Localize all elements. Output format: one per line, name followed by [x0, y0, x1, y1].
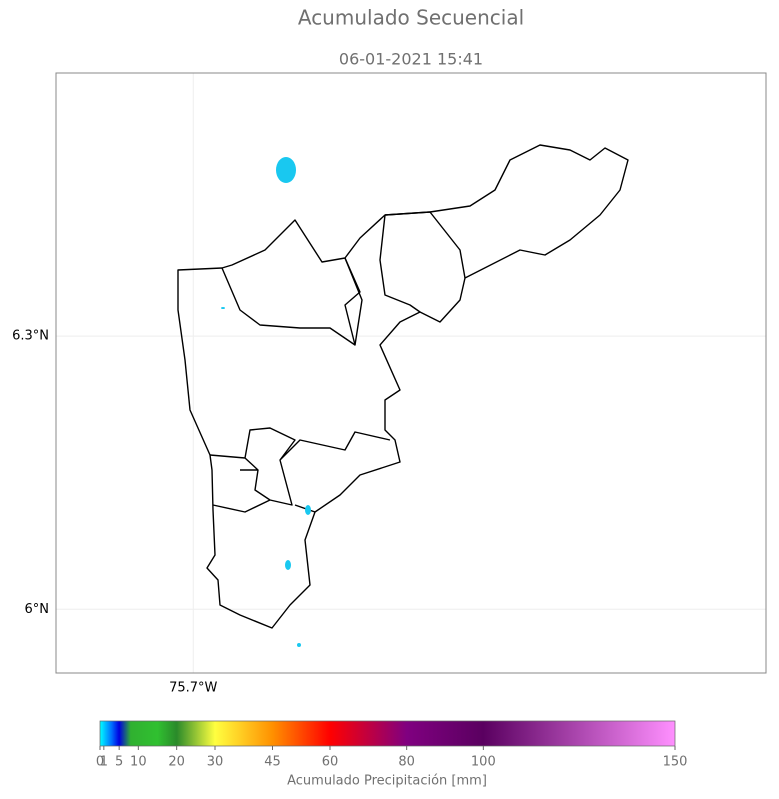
- boundary: [221, 257, 363, 346]
- colorbar-tick-label: 1: [100, 755, 108, 770]
- colorbar-tick-label: 100: [471, 755, 496, 770]
- rain-cell: [276, 157, 296, 183]
- colorbar-tick-label: 80: [398, 755, 415, 770]
- grid: [56, 73, 766, 673]
- lat-tick-label: 6°N: [25, 602, 50, 617]
- colorbar-tick-label: 0: [96, 755, 104, 770]
- rain-cell: [297, 643, 301, 647]
- colorbar-tick-label: 20: [168, 755, 185, 770]
- rain-cell: [305, 505, 311, 515]
- title: Acumulado Secuencial: [298, 6, 524, 30]
- colorbar-tick-label: 150: [663, 755, 688, 770]
- rain-cell: [221, 307, 225, 309]
- colorbar-label: Acumulado Precipitación [mm]: [287, 774, 487, 789]
- colorbar-tick-label: 5: [115, 755, 123, 770]
- rain-cell: [285, 560, 291, 570]
- boundary: [344, 211, 466, 346]
- precipitation: [221, 157, 311, 647]
- boundary: [209, 427, 391, 513]
- outer-boundary: [177, 144, 629, 629]
- subtitle: 06-01-2021 15:41: [339, 50, 483, 69]
- colorbar-tick-label: 10: [130, 755, 147, 770]
- lon-tick-label: 75.7°W: [169, 681, 217, 696]
- map-frame: [55, 72, 767, 674]
- lat-tick-label: 6.3°N: [12, 329, 49, 344]
- colorbar-tick-label: 45: [264, 755, 281, 770]
- colorbar-tick-label: 60: [322, 755, 339, 770]
- boundaries: [177, 144, 629, 629]
- colorbar: [99, 720, 676, 747]
- colorbar-tick-label: 30: [207, 755, 224, 770]
